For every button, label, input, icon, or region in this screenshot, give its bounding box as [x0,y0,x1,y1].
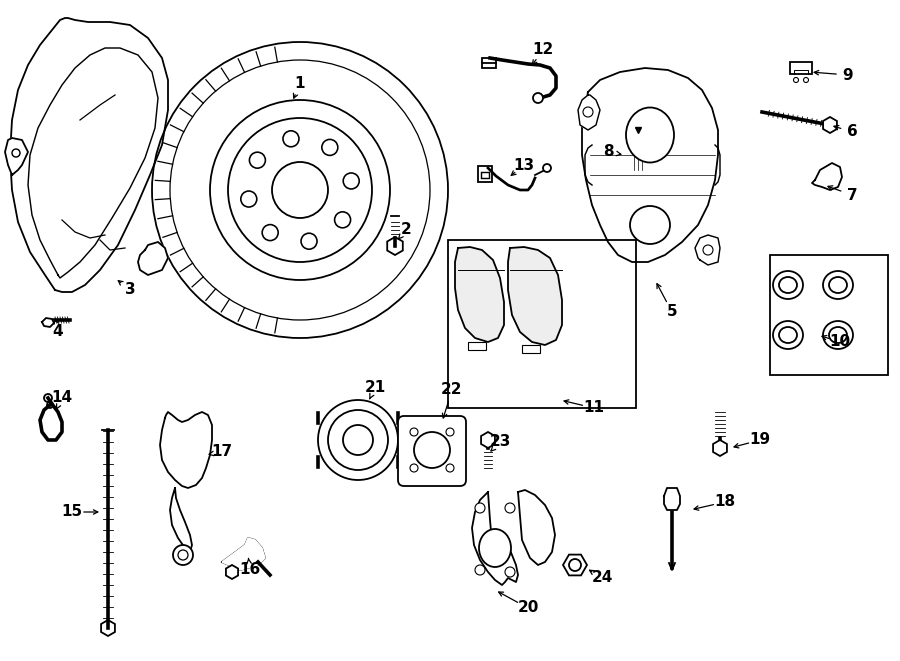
Circle shape [335,212,351,228]
Polygon shape [695,235,720,265]
Bar [478,166,492,182]
Text: 23: 23 [490,434,510,449]
Polygon shape [5,138,28,175]
Ellipse shape [829,327,847,343]
Polygon shape [664,488,680,510]
Text: 4: 4 [53,325,63,340]
Circle shape [583,107,593,117]
Circle shape [47,402,53,408]
Circle shape [322,139,338,155]
Circle shape [505,503,515,513]
Polygon shape [455,247,504,342]
Polygon shape [10,18,168,292]
Ellipse shape [479,529,511,567]
Polygon shape [170,488,192,552]
Text: 17: 17 [212,444,232,459]
Circle shape [249,152,266,168]
Circle shape [475,503,485,513]
Circle shape [343,425,373,455]
Text: 11: 11 [583,401,605,416]
Polygon shape [472,492,518,585]
Polygon shape [42,318,54,327]
Ellipse shape [823,321,853,349]
Text: 5: 5 [667,305,678,319]
Circle shape [173,545,193,565]
Circle shape [44,394,52,402]
Text: 2: 2 [400,223,411,237]
Circle shape [228,118,372,262]
Ellipse shape [630,206,670,244]
Circle shape [152,42,448,338]
Ellipse shape [773,321,803,349]
Circle shape [241,191,256,207]
Text: 12: 12 [533,42,554,58]
Circle shape [318,400,398,480]
Circle shape [414,432,450,468]
Polygon shape [518,490,555,565]
Polygon shape [582,68,718,262]
Ellipse shape [779,327,797,343]
Bar [630,142,646,156]
Text: 24: 24 [591,570,613,586]
Bar [448,240,636,408]
Ellipse shape [773,271,803,299]
Text: 9: 9 [842,67,853,83]
Circle shape [262,225,278,241]
Circle shape [210,100,390,280]
Circle shape [703,245,713,255]
Circle shape [794,77,798,83]
Text: 14: 14 [51,391,73,405]
Circle shape [410,428,418,436]
Ellipse shape [829,277,847,293]
Circle shape [178,550,188,560]
Text: 8: 8 [603,145,613,159]
Circle shape [12,149,20,157]
Text: 21: 21 [364,381,385,395]
Circle shape [569,559,581,571]
Text: 22: 22 [441,383,463,397]
Text: 10: 10 [830,334,850,350]
Circle shape [543,164,551,172]
Circle shape [283,131,299,147]
Text: 13: 13 [513,157,535,173]
Circle shape [446,428,454,436]
Text: 18: 18 [715,494,735,510]
Text: 1: 1 [295,77,305,91]
Text: 16: 16 [239,563,261,578]
Circle shape [272,162,328,218]
Polygon shape [508,247,562,345]
Text: 19: 19 [750,432,770,447]
Bar [468,342,486,350]
Bar [481,172,489,178]
Circle shape [475,565,485,575]
Text: 7: 7 [847,188,858,202]
Bar [790,62,812,74]
Bar [522,345,540,353]
Circle shape [505,567,515,577]
Polygon shape [138,242,168,275]
Polygon shape [812,163,842,190]
Polygon shape [160,412,212,488]
Bar [770,255,888,375]
Ellipse shape [823,271,853,299]
Circle shape [301,233,317,249]
FancyBboxPatch shape [398,416,466,486]
Circle shape [410,464,418,472]
Circle shape [446,464,454,472]
Circle shape [343,173,359,189]
Ellipse shape [779,277,797,293]
Bar [482,58,496,68]
Text: 6: 6 [847,124,858,139]
Text: 20: 20 [518,600,539,615]
Circle shape [328,410,388,470]
Circle shape [533,93,543,103]
Text: 3: 3 [125,282,135,297]
Polygon shape [222,538,265,570]
Text: 15: 15 [61,504,83,520]
Ellipse shape [626,108,674,163]
Polygon shape [578,95,600,130]
Circle shape [804,77,808,83]
